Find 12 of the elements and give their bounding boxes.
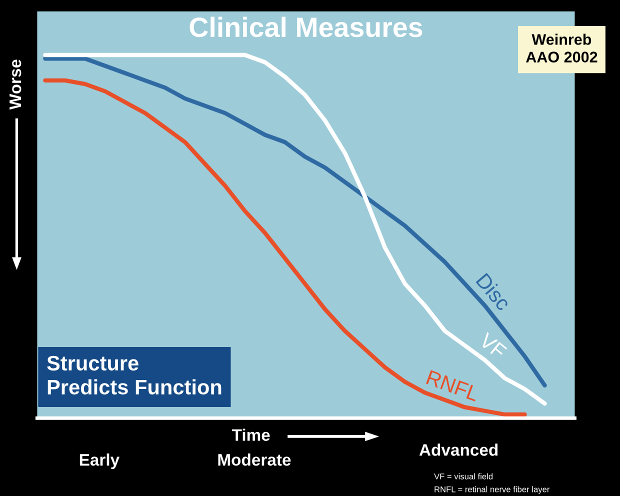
annotation: Structure Predicts Function xyxy=(47,356,222,395)
text: RNFL = retinal nerve fiber layer xyxy=(434,486,550,494)
text: Moderate xyxy=(218,454,291,466)
text: VF = visual field xyxy=(434,473,493,480)
text: Early xyxy=(80,454,120,470)
text: RNFL xyxy=(426,370,480,402)
x-axis-title: Time xyxy=(232,428,270,441)
text: VF xyxy=(478,332,508,360)
y-axis-title: Worse xyxy=(10,60,22,110)
text: Advanced xyxy=(419,444,498,456)
annotation: Weinreb AAO 2002 xyxy=(526,34,598,62)
chart-title: Clinical Measures xyxy=(190,16,422,38)
